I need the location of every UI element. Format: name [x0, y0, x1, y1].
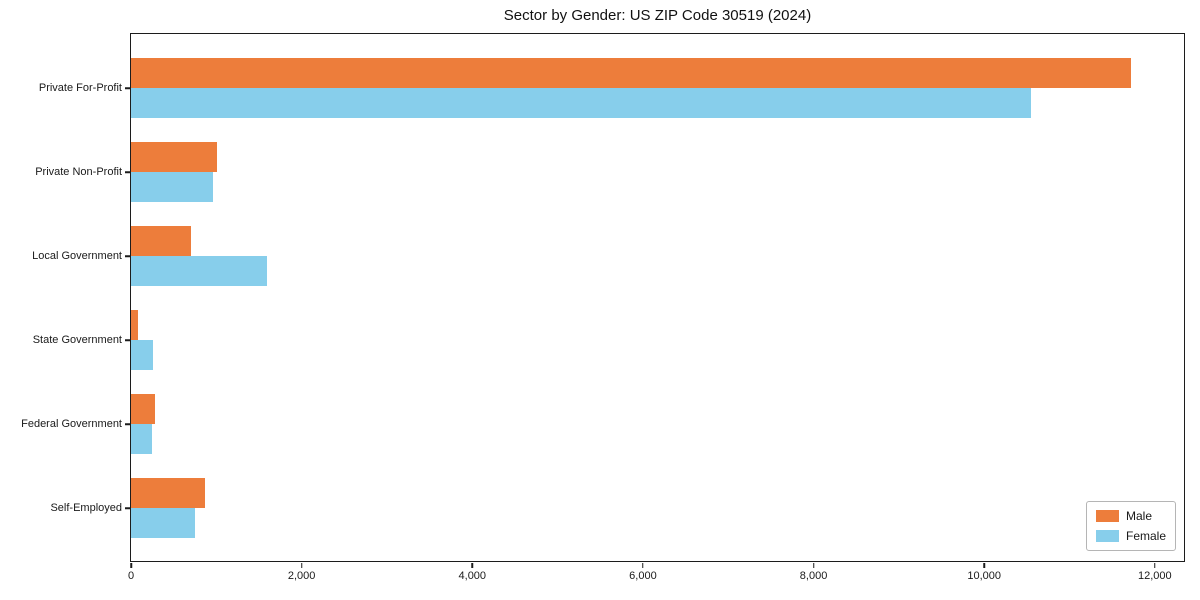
x-tick-label: 4,000 — [458, 570, 487, 582]
legend-item-male: Male — [1095, 509, 1166, 523]
bar-female — [131, 340, 153, 370]
x-tick-mark — [983, 562, 985, 568]
y-tick-label: Self-Employed — [50, 502, 122, 514]
y-tick-mark — [124, 171, 130, 173]
bar-female — [131, 508, 195, 538]
x-tick-mark — [300, 562, 303, 568]
legend-swatch-female — [1095, 530, 1119, 542]
y-tick-label: Local Government — [32, 250, 122, 262]
bar-female — [131, 424, 153, 454]
bar-female — [131, 88, 1032, 118]
x-tick-label: 2,000 — [287, 570, 316, 582]
y-tick-mark — [124, 87, 130, 89]
bar-female — [131, 256, 267, 286]
legend: Male Female — [1085, 501, 1176, 551]
x-tick-mark — [1154, 562, 1156, 568]
x-tick-mark — [471, 562, 474, 568]
y-tick-mark — [124, 507, 130, 509]
bar-male — [131, 394, 155, 424]
bar-male — [131, 226, 191, 256]
bar-male — [131, 142, 217, 172]
x-tick-mark — [642, 562, 644, 568]
x-tick-label: 10,000 — [967, 570, 1002, 582]
y-tick-label: State Government — [32, 334, 122, 346]
x-tick-label: 6,000 — [629, 570, 657, 582]
y-tick-label: Federal Government — [21, 418, 122, 430]
legend-label: Female — [1125, 529, 1166, 543]
y-tick-label: Private For-Profit — [38, 82, 122, 94]
bar-male — [131, 310, 138, 340]
legend-item-female: Female — [1095, 529, 1166, 543]
y-tick-mark — [124, 255, 130, 257]
x-tick-mark — [130, 562, 132, 568]
legend-swatch-male — [1095, 510, 1119, 522]
plot-area: Male Female Private For-Profit Private Non… — [21, 33, 1185, 582]
x-tick-label: 0 — [127, 570, 135, 582]
y-tick-mark — [124, 423, 130, 425]
legend-label: Male — [1125, 509, 1152, 523]
x-tick-label: 12,000 — [1138, 570, 1172, 582]
x-tick-label: 8,000 — [799, 570, 828, 582]
chart-title: Sector by Gender: US ZIP Code 30519 (202… — [503, 7, 812, 24]
x-tick-mark — [812, 562, 815, 568]
bar-male — [131, 478, 205, 508]
y-tick-label: Private Non-Profit — [35, 166, 122, 178]
bar-female — [131, 172, 213, 202]
y-tick-mark — [124, 339, 130, 341]
bar-male — [131, 58, 1131, 88]
